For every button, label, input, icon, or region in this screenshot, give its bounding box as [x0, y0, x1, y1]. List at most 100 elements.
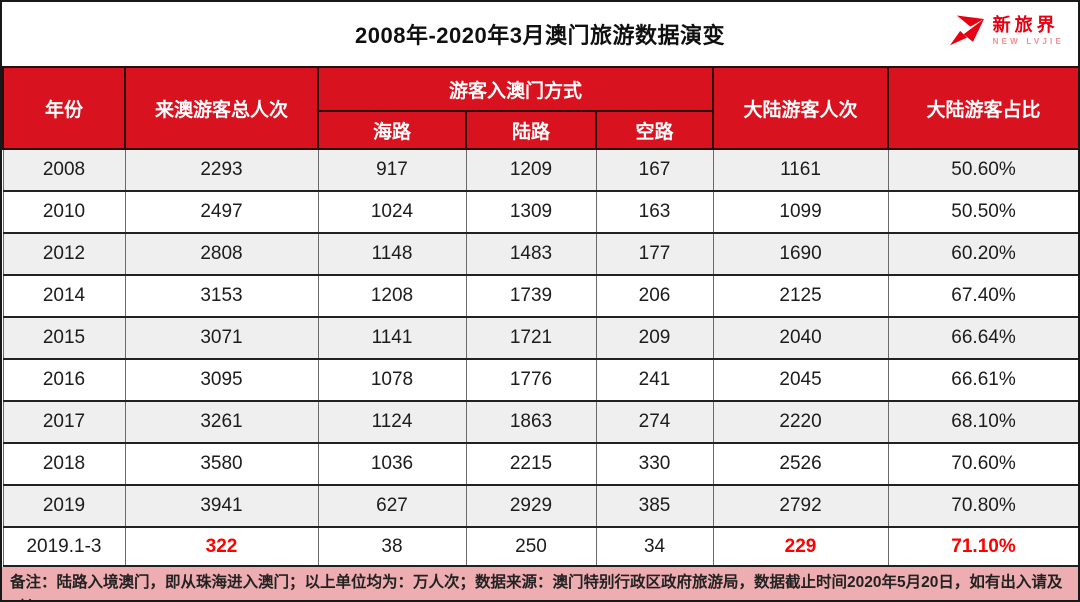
table-cell: 2010: [2, 190, 126, 234]
table-cell: 2014: [2, 274, 126, 318]
table-cell: 2016: [2, 358, 126, 402]
table-cell: 177: [595, 232, 714, 276]
table-row: 2016 3095 1078 1776 241 2045 66.61%: [2, 358, 1078, 402]
table-cell: 1161: [712, 148, 889, 192]
table-cell: 1721: [465, 316, 597, 360]
table-row: 2017 3261 1124 1863 274 2220 68.10%: [2, 400, 1078, 444]
brand-subtitle: NEW LVJIE: [992, 36, 1064, 46]
table-cell: 163: [595, 190, 714, 234]
table-cell: 66.61%: [887, 358, 1078, 402]
table-cell: 70.80%: [887, 484, 1078, 528]
page-title: 2008年-2020年3月澳门旅游数据演变: [355, 23, 725, 48]
table-cell: 2015: [2, 316, 126, 360]
table-cell: 3095: [124, 358, 319, 402]
brand-name: 新旅界: [992, 14, 1059, 35]
table-cell: 1483: [465, 232, 597, 276]
table-cell: 1024: [317, 190, 467, 234]
table-cell: 241: [595, 358, 714, 402]
table-cell: 70.60%: [887, 442, 1078, 486]
table-cell: 3580: [124, 442, 319, 486]
table-row: 2014 3153 1208 1739 206 2125 67.40%: [2, 274, 1078, 318]
table-cell: 2012: [2, 232, 126, 276]
table-cell: 2018: [2, 442, 126, 486]
table-cell: 71.10%: [887, 526, 1078, 567]
col-header-total-visitors: 来澳游客总人次: [124, 66, 319, 150]
table-cell: 67.40%: [887, 274, 1078, 318]
col-header-land: 陆路: [465, 110, 597, 150]
table-cell: 330: [595, 442, 714, 486]
table-row: 2008 2293 917 1209 167 1161 50.60%: [2, 148, 1078, 192]
table-cell: 3941: [124, 484, 319, 528]
table-cell: 250: [465, 526, 597, 567]
table-row: 2015 3071 1141 1721 209 2040 66.64%: [2, 316, 1078, 360]
table-cell: 274: [595, 400, 714, 444]
col-header-mainland-share: 大陆游客占比: [887, 66, 1078, 150]
col-header-year: 年份: [2, 66, 126, 150]
table-cell: 34: [595, 526, 714, 567]
table-cell: 60.20%: [887, 232, 1078, 276]
table-cell: 322: [124, 526, 319, 567]
table-cell: 1099: [712, 190, 889, 234]
table-cell: 2929: [465, 484, 597, 528]
table-cell: 2220: [712, 400, 889, 444]
table-cell: 1141: [317, 316, 467, 360]
table-cell: 209: [595, 316, 714, 360]
table-cell: 2045: [712, 358, 889, 402]
table-cell: 2019: [2, 484, 126, 528]
col-header-sea: 海路: [317, 110, 467, 150]
col-header-entry-mode-group: 游客入澳门方式: [316, 66, 715, 112]
table-cell: 1776: [465, 358, 597, 402]
footer-note: 备注：陆路入境澳门，即从珠海进入澳门；以上单位均为：万人次；数据来源：澳门特别行…: [2, 567, 1078, 600]
table-cell: 2019.1-3: [2, 526, 126, 567]
table-cell: 206: [595, 274, 714, 318]
col-header-air: 空路: [594, 110, 715, 150]
table-row: 2019 3941 627 2929 385 2792 70.80%: [2, 484, 1078, 528]
table-cell: 385: [595, 484, 714, 528]
brand-logo: 新旅界 NEW LVJIE: [948, 13, 1064, 47]
table-cell: 2293: [124, 148, 319, 192]
table-cell: 2215: [465, 442, 597, 486]
table-cell: 2040: [712, 316, 889, 360]
newlvjie-logo-icon: [948, 13, 986, 47]
table-row: 2019.1-3 322 38 250 34 229 71.10%: [2, 526, 1078, 567]
table-cell: 50.50%: [887, 190, 1078, 234]
table-cell: 1148: [317, 232, 467, 276]
title-bar: 2008年-2020年3月澳门旅游数据演变 新旅界 NEW LVJIE: [2, 2, 1078, 66]
table-row: 2012 2808 1148 1483 177 1690 60.20%: [2, 232, 1078, 276]
table-cell: 50.60%: [887, 148, 1078, 192]
table-cell: 68.10%: [887, 400, 1078, 444]
data-table: 年份 来澳游客总人次 游客入澳门方式 大陆游客人次 大陆游客占比 海路 陆路 空…: [2, 66, 1078, 567]
table-cell: 66.64%: [887, 316, 1078, 360]
table-cell: 2792: [712, 484, 889, 528]
table-cell: 1863: [465, 400, 597, 444]
table-cell: 1124: [317, 400, 467, 444]
table-cell: 1739: [465, 274, 597, 318]
table-header: 年份 来澳游客总人次 游客入澳门方式 大陆游客人次 大陆游客占比 海路 陆路 空…: [2, 66, 1078, 150]
table-cell: 2808: [124, 232, 319, 276]
table-body: 2008 2293 917 1209 167 1161 50.60% 2010 …: [2, 148, 1078, 567]
table-cell: 167: [595, 148, 714, 192]
table-cell: 3261: [124, 400, 319, 444]
table-cell: 3153: [124, 274, 319, 318]
table-cell: 1690: [712, 232, 889, 276]
table-cell: 627: [317, 484, 467, 528]
table-cell: 2017: [2, 400, 126, 444]
table-row: 2018 3580 1036 2215 330 2526 70.60%: [2, 442, 1078, 486]
table-cell: 917: [317, 148, 467, 192]
table-cell: 2526: [712, 442, 889, 486]
table-cell: 1209: [465, 148, 597, 192]
table-cell: 1078: [317, 358, 467, 402]
table-cell: 1309: [465, 190, 597, 234]
table-cell: 1208: [317, 274, 467, 318]
table-cell: 38: [317, 526, 467, 567]
table-row: 2010 2497 1024 1309 163 1099 50.50%: [2, 190, 1078, 234]
table-cell: 2008: [2, 148, 126, 192]
note-line-1: 备注：陆路入境澳门，即从珠海进入澳门；以上单位均为：万人次；数据来源：澳门特别行…: [10, 574, 1063, 600]
table-cell: 3071: [124, 316, 319, 360]
table-cell: 229: [712, 526, 889, 567]
table-cell: 2497: [124, 190, 319, 234]
col-header-mainland-visitors: 大陆游客人次: [712, 66, 890, 150]
table-cell: 1036: [317, 442, 467, 486]
table-cell: 2125: [712, 274, 889, 318]
